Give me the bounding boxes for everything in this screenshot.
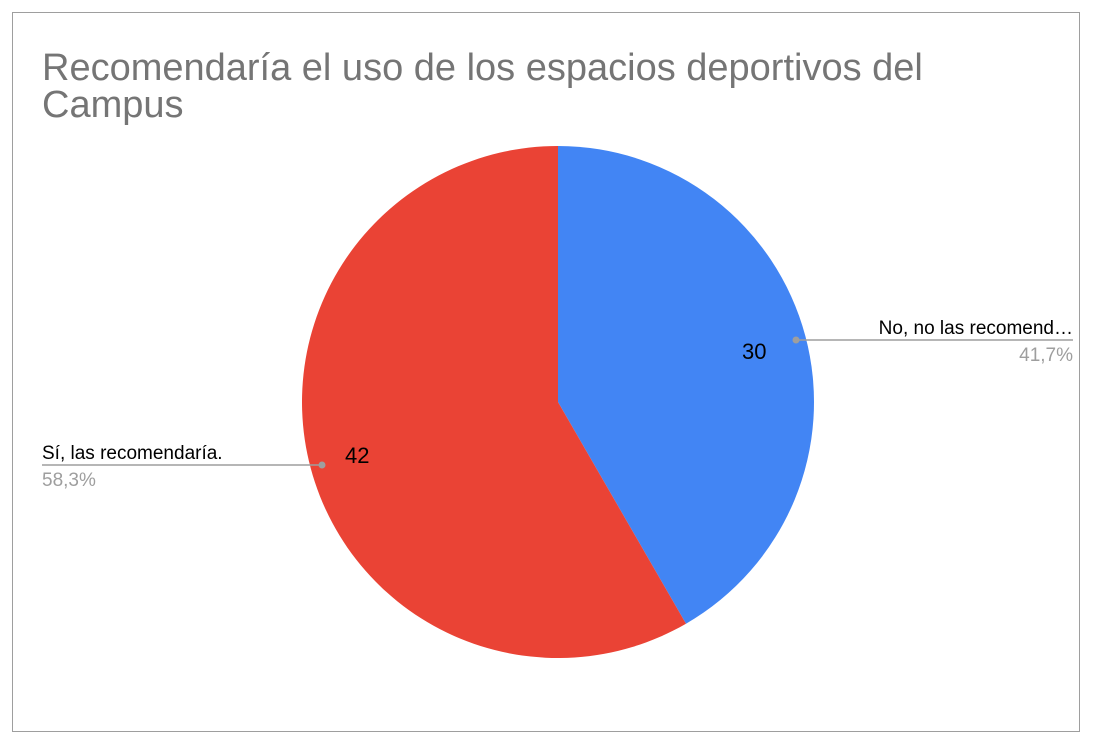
pie-slice — [301, 146, 686, 659]
slice-category-label: Sí, las recomendaría. — [42, 443, 223, 464]
slice-value-label: 42 — [345, 443, 369, 468]
pie-slice — [558, 146, 814, 624]
chart-title: Recomendaría el uso de los espacios depo… — [42, 47, 923, 126]
slice-callouts: 30 No, no las recomend… 41,7% 42 Sí, las… — [42, 318, 1073, 491]
slice-value-label: 30 — [742, 339, 766, 364]
pie-chart: 30 No, no las recomend… 41,7% 42 Sí, las… — [42, 146, 1073, 659]
leader-dot — [318, 461, 326, 469]
slice-category-label: No, no las recomend… — [879, 318, 1073, 339]
leader-dot — [792, 336, 800, 344]
slice-percent-label: 58,3% — [42, 470, 96, 491]
pie-slices — [301, 146, 814, 659]
slice-percent-label: 41,7% — [1019, 345, 1073, 366]
